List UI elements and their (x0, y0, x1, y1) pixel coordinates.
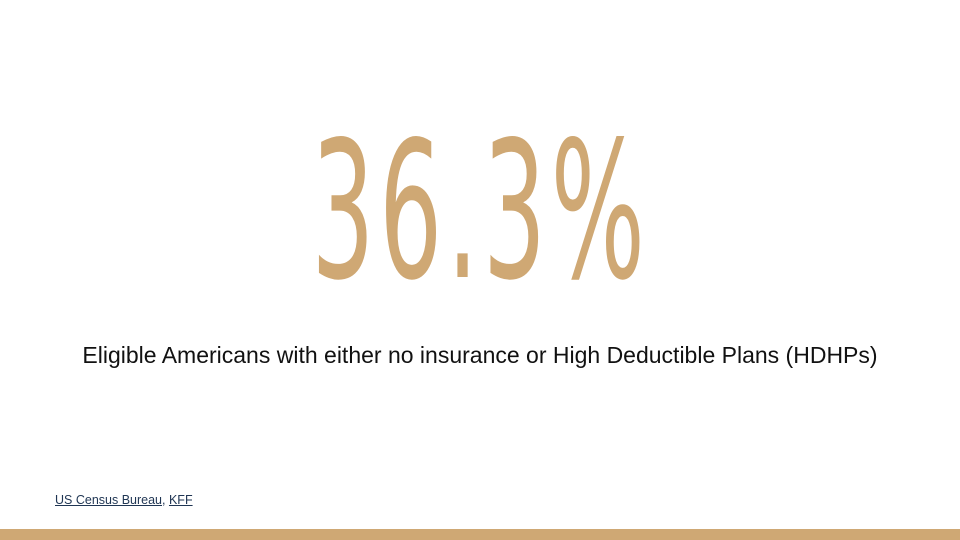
sources-line: US Census Bureau, KFF (55, 492, 193, 508)
statistic-value: 36.3% (0, 112, 960, 312)
source-link-kff[interactable]: KFF (168, 493, 193, 507)
source-separator: , (162, 493, 169, 507)
bottom-accent-bar (0, 529, 960, 540)
source-link-us-census-bureau[interactable]: US Census Bureau (55, 493, 163, 507)
statistic-value-text: 36.3% (310, 101, 650, 322)
statistic-caption: Eligible Americans with either no insura… (82, 342, 878, 368)
